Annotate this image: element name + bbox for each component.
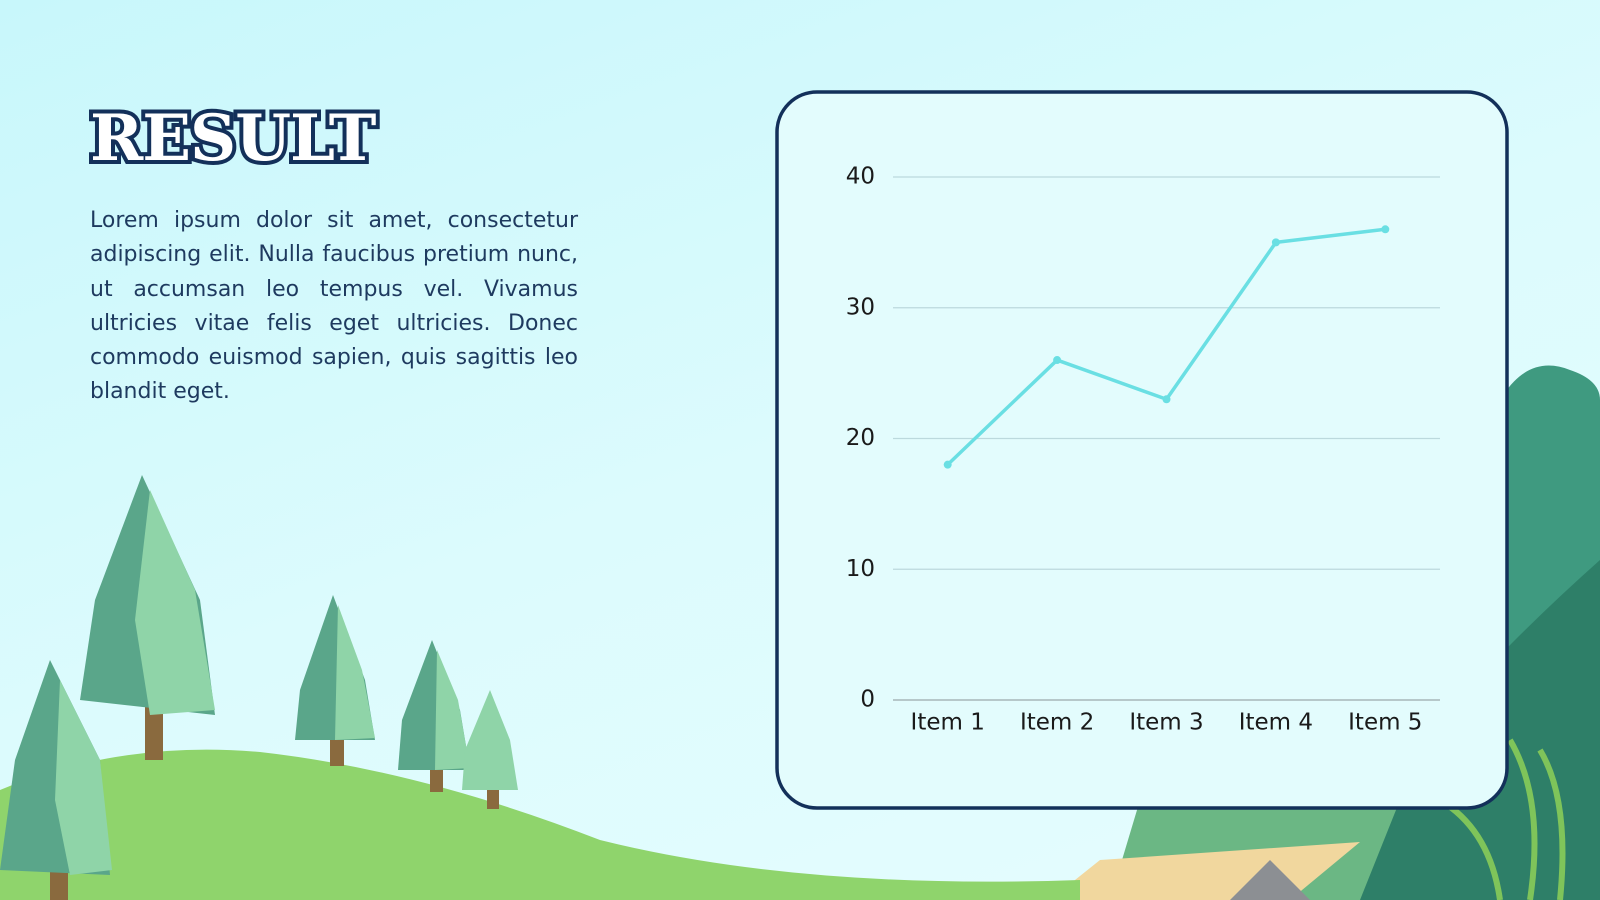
x-tick-label: Item 5 [1348, 710, 1422, 736]
chart-panel [775, 90, 1509, 810]
hill [0, 749, 1080, 900]
data-point [1271, 238, 1280, 247]
y-tick-label: 10 [846, 556, 875, 582]
data-point [1381, 225, 1390, 234]
rock [1230, 860, 1310, 900]
data-point [943, 460, 952, 469]
trees [0, 475, 518, 900]
x-tick-label: Item 3 [1129, 710, 1203, 736]
body-text: Lorem ipsum dolor sit amet, consectetur … [90, 208, 578, 405]
title: RESULT [90, 101, 376, 176]
x-tick-label: Item 1 [911, 710, 985, 736]
y-tick-label: 40 [846, 164, 875, 190]
y-tick-label: 0 [860, 687, 875, 713]
data-point [1053, 356, 1062, 365]
y-tick-label: 30 [846, 294, 875, 320]
x-tick-label: Item 4 [1239, 710, 1313, 736]
data-line [946, 227, 1386, 466]
data-point [1162, 395, 1171, 404]
y-tick-label: 20 [846, 425, 875, 451]
x-tick-label: Item 2 [1020, 710, 1094, 736]
